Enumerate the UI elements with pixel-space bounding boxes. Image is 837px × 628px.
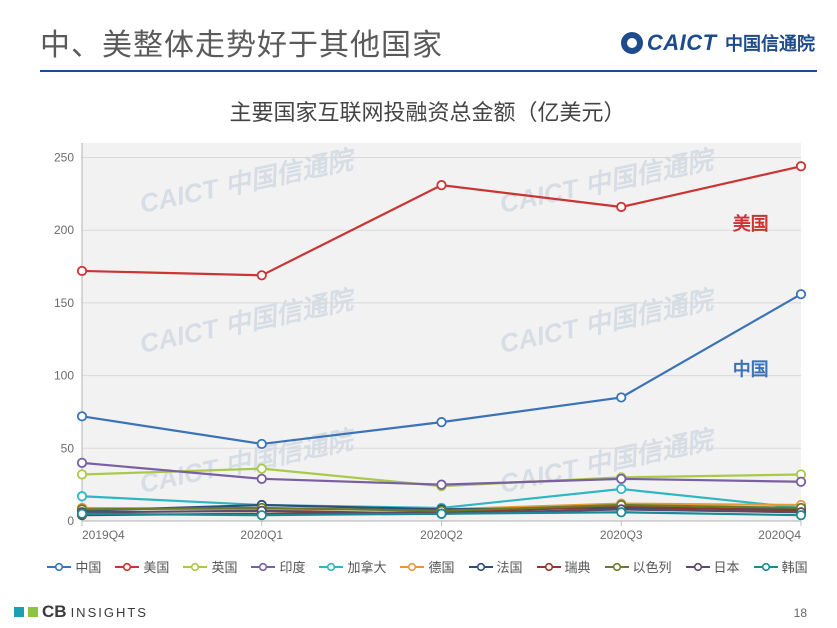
- legend-item: 印度: [251, 557, 305, 576]
- svg-text:150: 150: [54, 296, 74, 310]
- legend-label: 英国: [211, 557, 237, 576]
- legend-label: 美国: [143, 557, 169, 576]
- legend-label: 德国: [428, 557, 454, 576]
- svg-text:2020Q1: 2020Q1: [240, 528, 283, 542]
- svg-text:2019Q4: 2019Q4: [82, 528, 125, 542]
- legend-item: 法国: [469, 557, 523, 576]
- slide: 中、美整体走势好于其他国家 CAICT 中国信通院 主要国家互联网投融资总金额（…: [0, 0, 837, 628]
- legend-label: 加拿大: [347, 557, 386, 576]
- legend-label: 印度: [279, 557, 305, 576]
- svg-text:50: 50: [61, 441, 75, 455]
- plot-svg: CAICT 中国信通院CAICT 中国信通院CAICT 中国信通院CAICT 中…: [40, 133, 815, 553]
- legend-label: 瑞典: [565, 557, 591, 576]
- legend-label: 韩国: [782, 557, 808, 576]
- cbinsights-logo: CBINSIGHTS: [14, 602, 148, 622]
- caict-cn: 中国信通院: [725, 34, 815, 54]
- caict-logo: CAICT 中国信通院: [621, 30, 815, 56]
- legend-item: 以色列: [605, 557, 672, 576]
- legend-item: 韩国: [754, 557, 808, 576]
- cb-text: CB: [42, 602, 67, 622]
- legend: 中国 美国 英国 印度 加拿大 德国 法国 瑞典 以色列 日本 韩国: [40, 557, 815, 576]
- legend-item: 加拿大: [319, 557, 386, 576]
- cb-square-icon: [14, 607, 24, 617]
- legend-label: 日本: [714, 557, 740, 576]
- svg-text:2020Q4: 2020Q4: [758, 528, 801, 542]
- caict-mark-icon: [621, 32, 643, 54]
- chart: 主要国家互联网投融资总金额（亿美元） CAICT 中国信通院CAICT 中国信通…: [40, 95, 815, 578]
- legend-label: 中国: [75, 557, 101, 576]
- legend-item: 中国: [47, 557, 101, 576]
- legend-item: 日本: [686, 557, 740, 576]
- chart-title: 主要国家互联网投融资总金额（亿美元）: [40, 95, 815, 127]
- legend-item: 美国: [115, 557, 169, 576]
- legend-item: 瑞典: [537, 557, 591, 576]
- legend-item: 英国: [183, 557, 237, 576]
- plot: CAICT 中国信通院CAICT 中国信通院CAICT 中国信通院CAICT 中…: [40, 133, 815, 553]
- svg-text:0: 0: [67, 514, 74, 528]
- legend-label: 以色列: [633, 557, 672, 576]
- legend-label: 法国: [497, 557, 523, 576]
- page-number: 18: [794, 606, 807, 620]
- legend-item: 德国: [400, 557, 454, 576]
- svg-text:200: 200: [54, 223, 74, 237]
- slide-header: 中、美整体走势好于其他国家 CAICT 中国信通院: [0, 0, 837, 78]
- caict-en: CAICT: [647, 30, 717, 55]
- svg-text:美国: 美国: [733, 213, 769, 234]
- svg-text:100: 100: [54, 369, 74, 383]
- svg-text:2020Q3: 2020Q3: [600, 528, 643, 542]
- cb-square-icon: [28, 607, 38, 617]
- slide-footer: CBINSIGHTS 18: [0, 594, 837, 628]
- slide-title: 中、美整体走势好于其他国家: [40, 20, 443, 64]
- insights-text: INSIGHTS: [70, 605, 148, 620]
- svg-text:250: 250: [54, 151, 74, 165]
- svg-text:中国: 中国: [733, 359, 769, 380]
- title-rule: [40, 70, 817, 72]
- caict-text: CAICT 中国信通院: [647, 30, 815, 56]
- svg-text:2020Q2: 2020Q2: [420, 528, 463, 542]
